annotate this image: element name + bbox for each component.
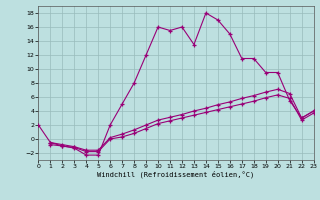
X-axis label: Windchill (Refroidissement éolien,°C): Windchill (Refroidissement éolien,°C) [97,171,255,178]
